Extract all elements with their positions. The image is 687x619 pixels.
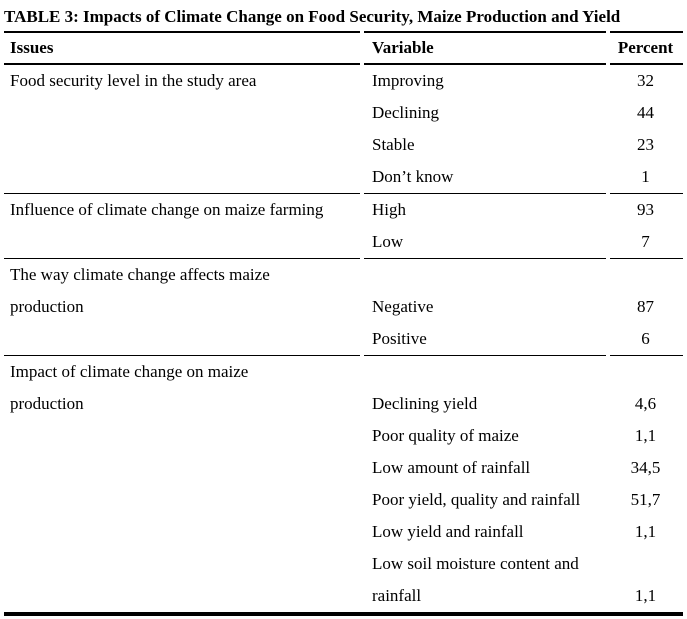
- issue-cell: Food security level in the study area: [10, 71, 257, 90]
- issue-cell: production: [10, 394, 84, 413]
- table-row: Stable 23: [4, 129, 683, 161]
- percent-cell: 1,1: [634, 522, 657, 541]
- issue-cell: [4, 323, 360, 355]
- variable-cell: rainfall: [372, 586, 422, 605]
- table-caption: TABLE 3: Impacts of Climate Change on Fo…: [4, 7, 621, 26]
- percent-cell: 6: [641, 329, 650, 348]
- variable-cell: [364, 258, 606, 291]
- variable-cell: Poor quality of maize: [372, 426, 519, 445]
- table-row: Low yield and rainfall 1,1: [4, 516, 683, 548]
- table-body: Food security level in the study area Im…: [4, 65, 683, 612]
- variable-cell: Positive: [372, 329, 427, 348]
- variable-cell: Don’t know: [372, 167, 454, 186]
- variable-cell: Poor yield, quality and rainfall: [372, 490, 581, 509]
- table-row: Don’t know 1: [4, 161, 683, 193]
- variable-cell: Improving: [372, 71, 444, 90]
- issue-cell: [4, 516, 360, 548]
- variable-cell: Low yield and rainfall: [372, 522, 524, 541]
- table-row: Food security level in the study area Im…: [4, 65, 683, 97]
- variable-cell: High: [364, 193, 606, 226]
- column-header-issues: Issues: [4, 31, 360, 65]
- table-row: Positive 6: [4, 323, 683, 355]
- percent-cell: 87: [637, 297, 654, 316]
- table-section: Food security level in the study area Im…: [4, 65, 683, 193]
- variable-cell: Low amount of rainfall: [372, 458, 531, 477]
- issue-cell: The way climate change affects maize: [4, 258, 360, 291]
- percent-cell: 1,1: [634, 426, 657, 445]
- issue-cell: [4, 580, 360, 612]
- percent-cell: 1: [641, 167, 650, 186]
- percent-cell: 4,6: [634, 394, 657, 413]
- table-row: Poor quality of maize 1,1: [4, 420, 683, 452]
- table-header-row: Issues Variable Percent: [4, 31, 683, 65]
- variable-cell: Declining: [372, 103, 440, 122]
- variable-cell: Negative: [372, 297, 434, 316]
- percent-cell: [610, 258, 683, 291]
- table-row: production Negative 87: [4, 291, 683, 323]
- variable-cell: Declining yield: [372, 394, 478, 413]
- table-row: Influence of climate change on maize far…: [4, 193, 683, 226]
- percent-cell: [610, 355, 683, 388]
- issue-cell: production: [10, 297, 84, 316]
- issue-cell: [4, 97, 360, 129]
- table-section: The way climate change affects maize pro…: [4, 258, 683, 355]
- percent-cell: 7: [641, 232, 650, 251]
- issue-cell: Impact of climate change on maize: [4, 355, 360, 388]
- issue-cell: [4, 484, 360, 516]
- percent-cell: 23: [637, 135, 654, 154]
- percent-cell: 44: [637, 103, 654, 122]
- data-table: Issues Variable Percent Food security le…: [4, 31, 683, 616]
- table-row: Impact of climate change on maize: [4, 355, 683, 388]
- issue-cell: [4, 161, 360, 193]
- issue-cell: [4, 420, 360, 452]
- table-section: Impact of climate change on maize produc…: [4, 355, 683, 612]
- variable-cell: Stable: [372, 135, 415, 154]
- table-row: Low 7: [4, 226, 683, 258]
- table-section: Influence of climate change on maize far…: [4, 193, 683, 258]
- percent-cell: [610, 548, 683, 580]
- percent-cell: 93: [610, 193, 683, 226]
- issue-cell: [4, 452, 360, 484]
- variable-cell: Low: [372, 232, 404, 251]
- table-row: Low soil moisture content and: [4, 548, 683, 580]
- percent-cell: 32: [637, 71, 654, 90]
- table-row: Declining 44: [4, 97, 683, 129]
- variable-cell: [364, 355, 606, 388]
- table-row: Poor yield, quality and rainfall 51,7: [4, 484, 683, 516]
- column-header-percent: Percent: [610, 31, 683, 65]
- table-row: production Declining yield 4,6: [4, 388, 683, 420]
- percent-cell: 51,7: [630, 490, 661, 509]
- percent-cell: 1,1: [634, 586, 657, 605]
- issue-cell: [4, 226, 360, 258]
- issue-cell: Influence of climate change on maize far…: [4, 193, 360, 226]
- variable-cell: Low soil moisture content and: [372, 554, 579, 573]
- table-row: Low amount of rainfall 34,5: [4, 452, 683, 484]
- column-header-variable: Variable: [364, 31, 606, 65]
- percent-cell: 34,5: [630, 458, 661, 477]
- table-row: The way climate change affects maize: [4, 258, 683, 291]
- issue-cell: [4, 129, 360, 161]
- table-row: rainfall 1,1: [4, 580, 683, 612]
- issue-cell: [4, 548, 360, 580]
